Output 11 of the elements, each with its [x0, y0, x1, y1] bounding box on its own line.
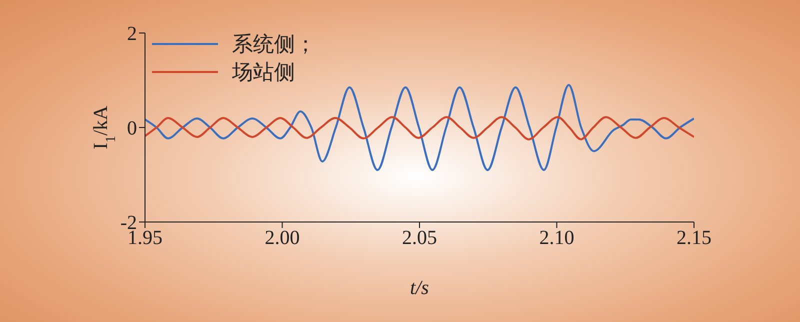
x-tick-label: 2.05: [402, 227, 437, 250]
legend-label: 系统侧；: [232, 31, 316, 58]
line-series: [145, 84, 694, 172]
y-tick-label: 0: [127, 118, 137, 140]
x-tick-label: 2.10: [539, 227, 574, 250]
x-tick-label: 2.15: [676, 227, 712, 250]
x-tick-label: 2.00: [264, 227, 300, 250]
line-series: [145, 116, 694, 140]
x-axis-title: t/s: [410, 277, 430, 299]
y-tick-label: 2: [127, 23, 137, 46]
legend-label: 场站侧: [232, 59, 295, 86]
